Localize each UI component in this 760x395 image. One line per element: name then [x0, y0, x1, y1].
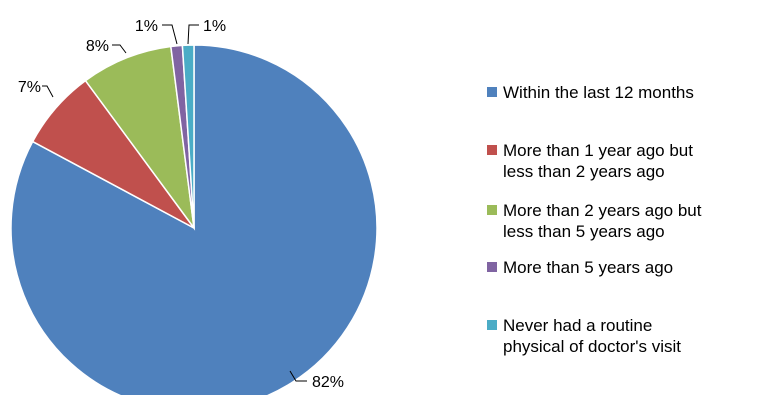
- data-label: 1%: [203, 18, 226, 35]
- pie-slices: [10, 44, 378, 395]
- legend-label: More than 5 years ago: [503, 258, 673, 277]
- pie-slice: [84, 45, 196, 231]
- legend-swatch: [487, 262, 497, 272]
- pie-slice: [10, 44, 378, 395]
- data-label: 7%: [18, 79, 41, 96]
- legend-swatch: [487, 87, 497, 97]
- legend-label: Within the last 12 months: [503, 83, 694, 102]
- pie-slice: [181, 44, 195, 229]
- leader-line: [112, 44, 127, 54]
- leader-line: [42, 85, 54, 98]
- leader-line: [162, 24, 178, 45]
- leader-line: [187, 24, 199, 45]
- legend: Within the last 12 months More than 1 yea…: [487, 83, 702, 356]
- data-labels: 82% 7% 8% 1% 1%: [18, 18, 344, 391]
- legend-swatch: [487, 320, 497, 330]
- legend-swatch: [487, 205, 497, 215]
- legend-swatch: [487, 145, 497, 155]
- data-label: 1%: [135, 18, 158, 35]
- legend-label: More than 2 years ago but less than 5 yea…: [503, 201, 702, 241]
- legend-label: More than 1 year ago but less than 2 year…: [503, 141, 693, 181]
- legend-label: Never had a routine physical of doctor's …: [503, 316, 681, 356]
- leader-lines: [42, 24, 307, 382]
- data-label: 8%: [86, 38, 109, 55]
- data-label: 82%: [312, 374, 344, 391]
- leader-line: [289, 370, 307, 382]
